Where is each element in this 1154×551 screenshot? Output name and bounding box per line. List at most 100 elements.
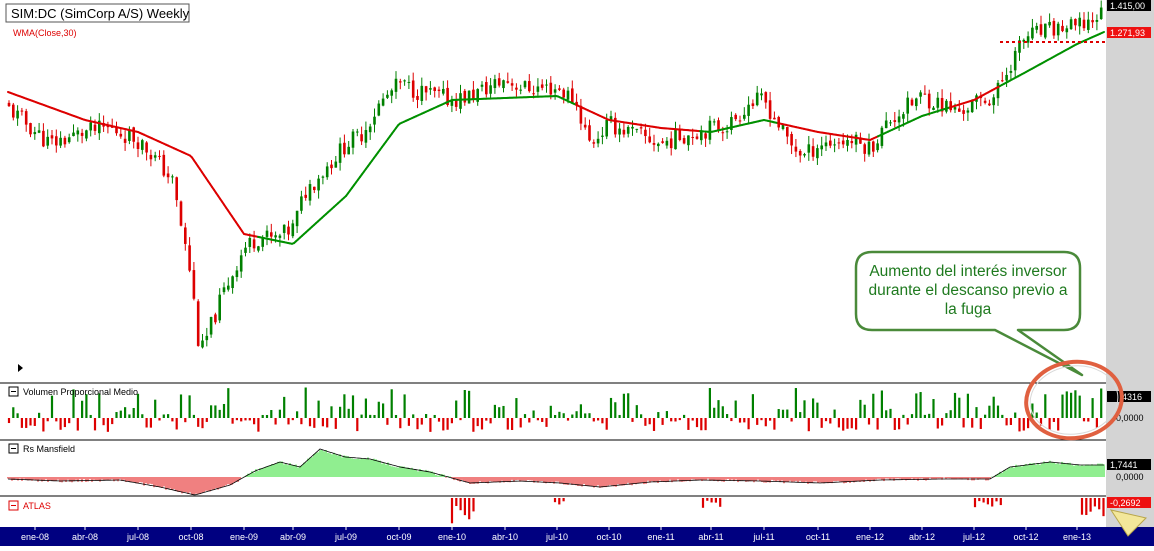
candle-body xyxy=(489,85,492,93)
candle-body xyxy=(34,132,37,134)
candle-body xyxy=(885,121,888,129)
volume-bar xyxy=(438,418,440,422)
volume-bar xyxy=(769,418,771,421)
volume-bar xyxy=(859,400,861,418)
volume-bar xyxy=(330,406,332,418)
candle-body xyxy=(425,86,428,92)
volume-bar xyxy=(924,415,926,418)
volume-bar xyxy=(442,418,444,430)
candle-body xyxy=(304,195,307,198)
candle-body xyxy=(64,138,67,145)
volume-bar xyxy=(984,415,986,418)
volume-bar xyxy=(894,418,896,430)
volume-bar xyxy=(554,415,556,418)
volume-bar xyxy=(404,394,406,418)
candle-body xyxy=(150,155,153,159)
volume-bar xyxy=(945,413,947,418)
volume-bar xyxy=(266,415,268,418)
volume-bar xyxy=(1070,393,1072,418)
candle-body xyxy=(193,270,196,299)
volume-bar xyxy=(610,398,612,418)
candle-body xyxy=(605,120,608,136)
volume-bar xyxy=(537,418,539,420)
candle-body xyxy=(898,116,901,122)
volume-bar xyxy=(356,418,358,431)
candle-body xyxy=(700,131,703,140)
volume-bar xyxy=(60,418,62,430)
volume-bar xyxy=(670,418,672,421)
atlas-bar xyxy=(719,498,721,507)
volume-bar xyxy=(128,414,130,418)
volume-bar xyxy=(958,398,960,418)
candle-body xyxy=(795,147,798,152)
volume-bar xyxy=(782,410,784,418)
volume-bar xyxy=(507,418,509,430)
volume-bar xyxy=(511,418,513,430)
volume-bar xyxy=(219,410,221,418)
candle-body xyxy=(679,129,682,140)
x-tick-label: jul-08 xyxy=(126,532,149,542)
candle-body xyxy=(1035,26,1038,30)
candle-body xyxy=(752,103,755,106)
candle-body xyxy=(390,90,393,95)
candle-body xyxy=(1096,20,1099,22)
volume-bar xyxy=(253,418,255,424)
candle-body xyxy=(709,121,712,140)
volume-bar xyxy=(515,398,517,418)
x-tick-label: ene-10 xyxy=(438,532,466,542)
volume-bar xyxy=(928,414,930,418)
volume-bar xyxy=(868,418,870,425)
volume-bar xyxy=(236,418,238,420)
candle-body xyxy=(992,97,995,105)
volume-bar xyxy=(662,418,664,425)
candle-body xyxy=(683,138,686,143)
volume-bar xyxy=(795,388,797,418)
x-tick-label: abr-09 xyxy=(280,532,306,542)
candle-body xyxy=(369,127,372,133)
volume-bar xyxy=(275,418,277,425)
volume-bar xyxy=(25,418,27,428)
candle-body xyxy=(717,120,720,130)
volume-bar xyxy=(808,418,810,431)
volume-bar xyxy=(296,411,298,418)
candle-body xyxy=(59,138,62,146)
candle-body xyxy=(666,141,669,146)
volume-bar xyxy=(902,415,904,418)
chart-title: SIM:DC (SimCorp A/S) Weekly xyxy=(11,6,190,21)
volume-bar xyxy=(232,418,234,424)
candle-body xyxy=(915,98,918,106)
volume-bar xyxy=(210,405,212,418)
candle-body xyxy=(89,122,92,130)
candle-body xyxy=(648,136,651,142)
candle-body xyxy=(636,129,639,130)
candle-body xyxy=(386,95,389,98)
volume-bar xyxy=(81,401,83,418)
candle-body xyxy=(911,100,914,106)
volume-bar xyxy=(778,409,780,418)
candle-body xyxy=(739,120,742,121)
volume-bar xyxy=(137,394,139,418)
volume-bar xyxy=(920,392,922,418)
candle-body xyxy=(77,130,80,134)
candle-body xyxy=(335,162,338,168)
volume-bar xyxy=(378,402,380,418)
volume-bar xyxy=(124,407,126,418)
candle-body xyxy=(747,105,750,116)
volume-bar xyxy=(120,411,122,418)
candle-body xyxy=(433,87,436,91)
volume-bar xyxy=(657,412,659,418)
volume-bar xyxy=(864,405,866,418)
volume-bar xyxy=(812,398,814,418)
candle-body xyxy=(158,156,161,157)
candle-body xyxy=(734,115,737,119)
volume-bar xyxy=(34,418,36,426)
candle-body xyxy=(511,83,514,85)
volume-bar xyxy=(481,418,483,429)
candle-body xyxy=(704,133,707,138)
candle-body xyxy=(713,121,716,122)
candle-body xyxy=(408,82,411,83)
volume-bar xyxy=(498,407,500,418)
atlas-bar xyxy=(468,498,470,519)
